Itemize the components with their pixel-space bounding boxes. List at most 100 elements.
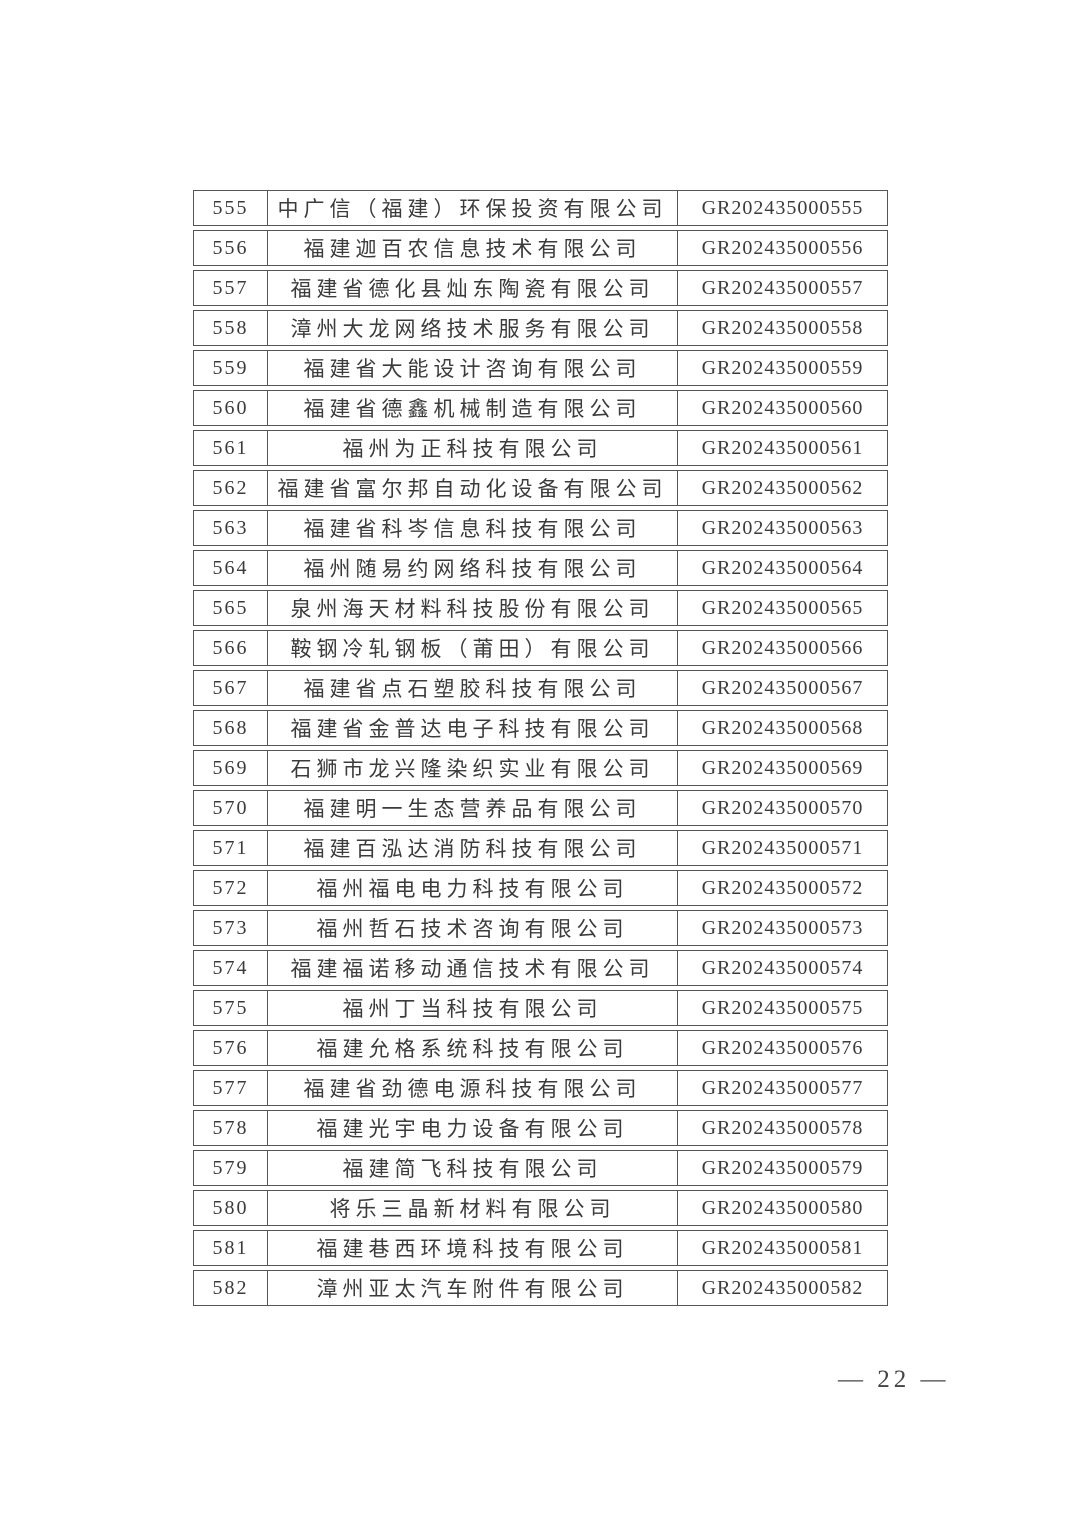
row-number-cell: 566 [193, 630, 268, 666]
table-row: 565 泉州海天材料科技股份有限公司 GR202435000565 [193, 590, 888, 626]
credential-code-cell: GR202435000566 [677, 630, 888, 666]
company-name-cell: 泉州海天材料科技股份有限公司 [268, 590, 677, 626]
company-name-cell: 福州为正科技有限公司 [268, 430, 677, 466]
row-number-cell: 567 [193, 670, 268, 706]
credential-code-cell: GR202435000577 [677, 1070, 888, 1106]
table-row: 581 福建巷西环境科技有限公司 GR202435000581 [193, 1230, 888, 1266]
row-number-cell: 579 [193, 1150, 268, 1186]
company-name-cell: 中广信（福建）环保投资有限公司 [268, 190, 677, 226]
credential-code-cell: GR202435000555 [677, 190, 888, 226]
company-name-cell: 福建省德化县灿东陶瓷有限公司 [268, 270, 677, 306]
company-name-cell: 福建福诺移动通信技术有限公司 [268, 950, 677, 986]
credential-code-cell: GR202435000558 [677, 310, 888, 346]
row-number-cell: 555 [193, 190, 268, 226]
credential-code-cell: GR202435000582 [677, 1270, 888, 1306]
roster-table: 555 中广信（福建）环保投资有限公司 GR202435000555 556 福建迦百农… [193, 186, 888, 1310]
row-number-cell: 574 [193, 950, 268, 986]
credential-code-cell: GR202435000573 [677, 910, 888, 946]
credential-code-cell: GR202435000569 [677, 750, 888, 786]
company-name-cell: 福州丁当科技有限公司 [268, 990, 677, 1026]
company-name-cell: 福州福电电力科技有限公司 [268, 870, 677, 906]
row-number-cell: 560 [193, 390, 268, 426]
row-number-cell: 571 [193, 830, 268, 866]
credential-code-cell: GR202435000580 [677, 1190, 888, 1226]
credential-code-cell: GR202435000574 [677, 950, 888, 986]
table-row: 566 鞍钢冷轧钢板（莆田）有限公司 GR202435000566 [193, 630, 888, 666]
company-name-cell: 福建明一生态营养品有限公司 [268, 790, 677, 826]
company-name-cell: 福建巷西环境科技有限公司 [268, 1230, 677, 1266]
table-row: 568 福建省金普达电子科技有限公司 GR202435000568 [193, 710, 888, 746]
row-number-cell: 557 [193, 270, 268, 306]
credential-code-cell: GR202435000579 [677, 1150, 888, 1186]
table-row: 574 福建福诺移动通信技术有限公司 GR202435000574 [193, 950, 888, 986]
credential-code-cell: GR202435000575 [677, 990, 888, 1026]
table-row: 558 漳州大龙网络技术服务有限公司 GR202435000558 [193, 310, 888, 346]
row-number-cell: 569 [193, 750, 268, 786]
company-name-cell: 福建允格系统科技有限公司 [268, 1030, 677, 1066]
company-name-cell: 石狮市龙兴隆染织实业有限公司 [268, 750, 677, 786]
company-name-cell: 福建省大能设计咨询有限公司 [268, 350, 677, 386]
table-row: 580 将乐三晶新材料有限公司 GR202435000580 [193, 1190, 888, 1226]
company-name-cell: 福建省德鑫机械制造有限公司 [268, 390, 677, 426]
credential-code-cell: GR202435000576 [677, 1030, 888, 1066]
company-name-cell: 福建光宇电力设备有限公司 [268, 1110, 677, 1146]
credential-code-cell: GR202435000578 [677, 1110, 888, 1146]
table-row: 578 福建光宇电力设备有限公司 GR202435000578 [193, 1110, 888, 1146]
company-name-cell: 福建省劲德电源科技有限公司 [268, 1070, 677, 1106]
company-name-cell: 福州哲石技术咨询有限公司 [268, 910, 677, 946]
row-number-cell: 561 [193, 430, 268, 466]
credential-code-cell: GR202435000556 [677, 230, 888, 266]
table-row: 570 福建明一生态营养品有限公司 GR202435000570 [193, 790, 888, 826]
credential-code-cell: GR202435000564 [677, 550, 888, 586]
company-name-cell: 福建迦百农信息技术有限公司 [268, 230, 677, 266]
table-row: 561 福州为正科技有限公司 GR202435000561 [193, 430, 888, 466]
credential-code-cell: GR202435000557 [677, 270, 888, 306]
table-row: 567 福建省点石塑胶科技有限公司 GR202435000567 [193, 670, 888, 706]
credential-code-cell: GR202435000565 [677, 590, 888, 626]
table-row: 564 福州随易约网络科技有限公司 GR202435000564 [193, 550, 888, 586]
company-name-cell: 将乐三晶新材料有限公司 [268, 1190, 677, 1226]
company-name-cell: 福建省科岑信息科技有限公司 [268, 510, 677, 546]
company-name-cell: 福建简飞科技有限公司 [268, 1150, 677, 1186]
table-row: 573 福州哲石技术咨询有限公司 GR202435000573 [193, 910, 888, 946]
table-row: 571 福建百泓达消防科技有限公司 GR202435000571 [193, 830, 888, 866]
company-name-cell: 福建省点石塑胶科技有限公司 [268, 670, 677, 706]
company-name-cell: 鞍钢冷轧钢板（莆田）有限公司 [268, 630, 677, 666]
table-row: 575 福州丁当科技有限公司 GR202435000575 [193, 990, 888, 1026]
credential-code-cell: GR202435000572 [677, 870, 888, 906]
row-number-cell: 573 [193, 910, 268, 946]
row-number-cell: 572 [193, 870, 268, 906]
table-row: 582 漳州亚太汽车附件有限公司 GR202435000582 [193, 1270, 888, 1306]
credential-code-cell: GR202435000560 [677, 390, 888, 426]
row-number-cell: 563 [193, 510, 268, 546]
row-number-cell: 582 [193, 1270, 268, 1306]
table-row: 562 福建省富尔邦自动化设备有限公司 GR202435000562 [193, 470, 888, 506]
credential-code-cell: GR202435000568 [677, 710, 888, 746]
table-row: 569 石狮市龙兴隆染织实业有限公司 GR202435000569 [193, 750, 888, 786]
page-number: — 22 — [838, 1366, 950, 1393]
table-row: 556 福建迦百农信息技术有限公司 GR202435000556 [193, 230, 888, 266]
row-number-cell: 570 [193, 790, 268, 826]
table-row: 560 福建省德鑫机械制造有限公司 GR202435000560 [193, 390, 888, 426]
credential-code-cell: GR202435000561 [677, 430, 888, 466]
company-name-cell: 福州随易约网络科技有限公司 [268, 550, 677, 586]
table-row: 559 福建省大能设计咨询有限公司 GR202435000559 [193, 350, 888, 386]
credential-code-cell: GR202435000562 [677, 470, 888, 506]
credential-code-cell: GR202435000571 [677, 830, 888, 866]
company-name-cell: 福建百泓达消防科技有限公司 [268, 830, 677, 866]
row-number-cell: 564 [193, 550, 268, 586]
credential-code-cell: GR202435000563 [677, 510, 888, 546]
table-row: 563 福建省科岑信息科技有限公司 GR202435000563 [193, 510, 888, 546]
row-number-cell: 559 [193, 350, 268, 386]
row-number-cell: 568 [193, 710, 268, 746]
roster-table-body: 555 中广信（福建）环保投资有限公司 GR202435000555 556 福建迦百农… [193, 190, 888, 1306]
row-number-cell: 576 [193, 1030, 268, 1066]
table-row: 577 福建省劲德电源科技有限公司 GR202435000577 [193, 1070, 888, 1106]
row-number-cell: 577 [193, 1070, 268, 1106]
table-row: 572 福州福电电力科技有限公司 GR202435000572 [193, 870, 888, 906]
row-number-cell: 581 [193, 1230, 268, 1266]
company-name-cell: 福建省金普达电子科技有限公司 [268, 710, 677, 746]
credential-code-cell: GR202435000567 [677, 670, 888, 706]
company-name-cell: 漳州大龙网络技术服务有限公司 [268, 310, 677, 346]
